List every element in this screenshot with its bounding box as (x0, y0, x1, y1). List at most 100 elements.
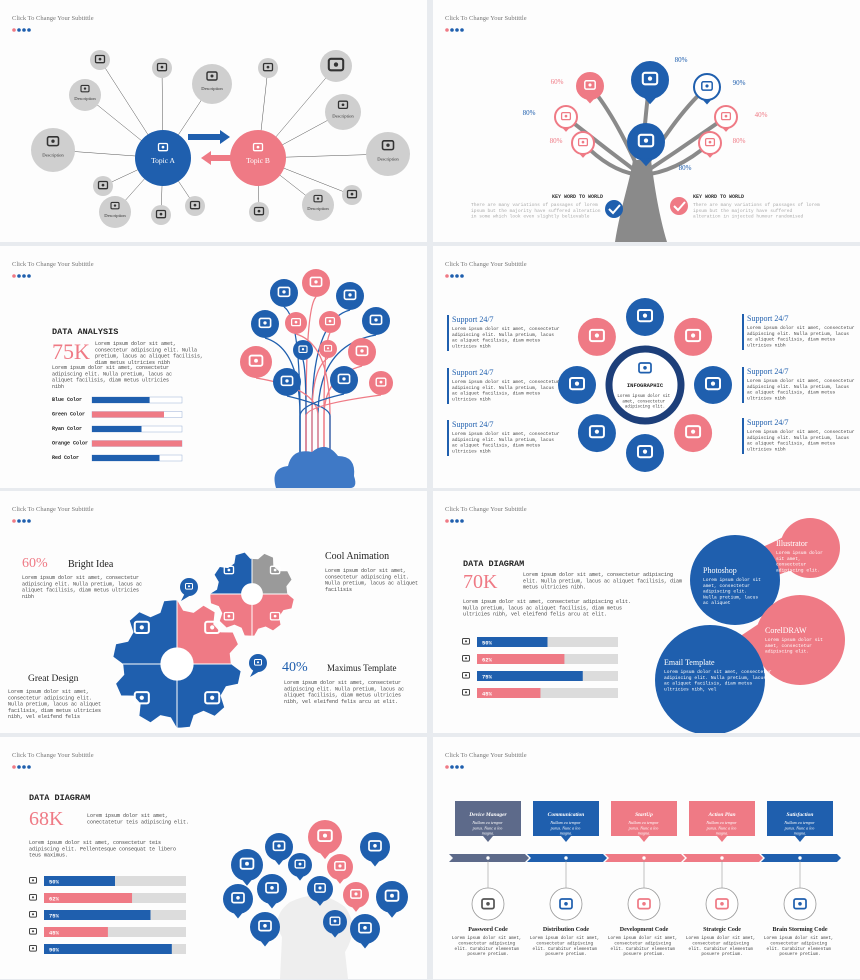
icon (139, 625, 144, 630)
bar (477, 671, 583, 681)
text-line: adipiscing elit. (625, 405, 665, 410)
text-line: posuere pretium. (545, 952, 586, 957)
percent-label: 80% (733, 137, 746, 145)
bar-label: 62% (482, 657, 493, 664)
icon (277, 286, 291, 298)
text-line: Lorem ipsum dolor sit amet, consectetur (747, 378, 857, 384)
dot (450, 519, 454, 523)
bar-label: 50% (49, 879, 60, 886)
icon (269, 565, 281, 575)
text-line: consectetur adipiscing (458, 941, 517, 946)
text-line: purus. Nunc a leo (472, 825, 504, 830)
text-line: adipiscing elit. Nulla pretium, lacus (452, 385, 557, 391)
accent-bar (742, 367, 744, 403)
icon (101, 183, 105, 187)
icon (322, 833, 328, 838)
key-text: There are many variations of passages of… (471, 202, 603, 220)
text-line: Lorem ipsum dolor sit amet, consectetur … (523, 572, 676, 578)
text-line: There are many variations of passages of… (471, 202, 601, 208)
icon (369, 314, 383, 326)
icon (280, 375, 294, 387)
icon (110, 201, 120, 210)
icon (637, 133, 655, 148)
node (99, 196, 131, 228)
icon (263, 321, 267, 325)
bar-track (44, 927, 186, 937)
icon (720, 111, 732, 121)
bar-label: 75% (482, 674, 493, 681)
dot (445, 28, 449, 32)
icon (337, 100, 349, 110)
slide: Click To Change Your Subtittle Descriptio… (0, 0, 427, 242)
icon (462, 689, 470, 696)
text-line: adipiscing elit. Nulla pretium, lacus (452, 437, 557, 443)
icon (256, 145, 260, 149)
text-line: alteration in injected humour randomised (693, 214, 804, 220)
text-line: consectetur adipiscing (770, 941, 829, 946)
text-line: pretium, lacus ac aliquet facilisis, (95, 354, 206, 360)
accent-bar (742, 314, 744, 350)
block-text: Lorem ipsum dolor sit amet, consectetur … (22, 575, 145, 600)
step-box (611, 801, 677, 836)
dot (460, 28, 464, 32)
dot (22, 274, 26, 278)
icon (333, 62, 339, 67)
key-heading: KEY WORD TO WORLD (552, 194, 603, 200)
bar-label: 50% (482, 640, 493, 647)
icon (685, 425, 702, 439)
bubble-text: Lorem ipsum dolor sit amet, consectetur … (664, 669, 774, 692)
text-line: elit. Nulla pretium, lacus ac aliquet fa… (523, 578, 685, 584)
text-line: magna. (482, 831, 494, 836)
dot (450, 28, 454, 32)
dot (445, 765, 449, 769)
icon (564, 902, 568, 906)
figure: 40% (282, 660, 308, 675)
text-line: elit. Curabitur elementum (688, 947, 755, 952)
step-note: Nullam eu tempor purus. Nunc a leo magna… (627, 820, 659, 836)
icon (464, 657, 468, 660)
key-heading: KEY WORD TO WORLD (693, 194, 744, 200)
subtitle: Click To Change Your Subtittle (445, 752, 527, 759)
dot (17, 274, 21, 278)
icon (223, 611, 235, 621)
dot (22, 765, 26, 769)
node (325, 94, 361, 130)
icon (690, 429, 696, 434)
text-line: amet, consectetur (622, 400, 667, 404)
node (302, 189, 334, 221)
title: DATA DIAGRAM (463, 559, 524, 569)
icon (252, 142, 264, 152)
subtitle: Click To Change Your Subtittle (445, 15, 527, 22)
block-text: Lorem ipsum dolor sit amet, consectetur … (325, 568, 421, 593)
icon (642, 449, 648, 454)
step-box (767, 801, 833, 836)
icon (248, 354, 264, 367)
node-label: Description (104, 213, 126, 218)
text-line: adipiscing elit. Nulla pretium, lacus (747, 384, 852, 390)
text-line: Lorem ipsum dolor sit amet, consectetur (747, 429, 857, 435)
text-line: consectetur adipiscing elit. (8, 695, 95, 701)
bar-label: Red Color (52, 455, 79, 461)
bar (92, 455, 160, 461)
text-line: magna. (560, 831, 572, 836)
text-line: ultricies nibh, vel eleifend felis arcu … (463, 612, 607, 618)
text-line: Lorem ipsum dolor sit amet, (87, 813, 171, 819)
bar-label: Orange Color (52, 441, 88, 447)
step-tail (561, 836, 571, 842)
icon (29, 945, 37, 952)
text-line: consectetur adipiscing (536, 941, 595, 946)
dot (641, 855, 647, 861)
text-line: magna. (638, 831, 650, 836)
bar-label: Blue Color (52, 397, 82, 403)
icon (559, 898, 573, 910)
icon (798, 902, 802, 906)
subtitle: Click To Change Your Subtittle (445, 506, 527, 513)
text-line: ultricies nibh (747, 342, 786, 348)
icon (262, 62, 274, 72)
icon (29, 877, 37, 884)
item-text: Lorem ipsum dolor sit amet, consectetur … (747, 325, 857, 348)
percent-label: 80% (523, 109, 536, 117)
slide: Click To Change Your Subtittle INFOGRAPHI… (433, 246, 860, 488)
icon (643, 138, 649, 143)
text-line: consectetur adipiscing elit. (325, 574, 412, 580)
